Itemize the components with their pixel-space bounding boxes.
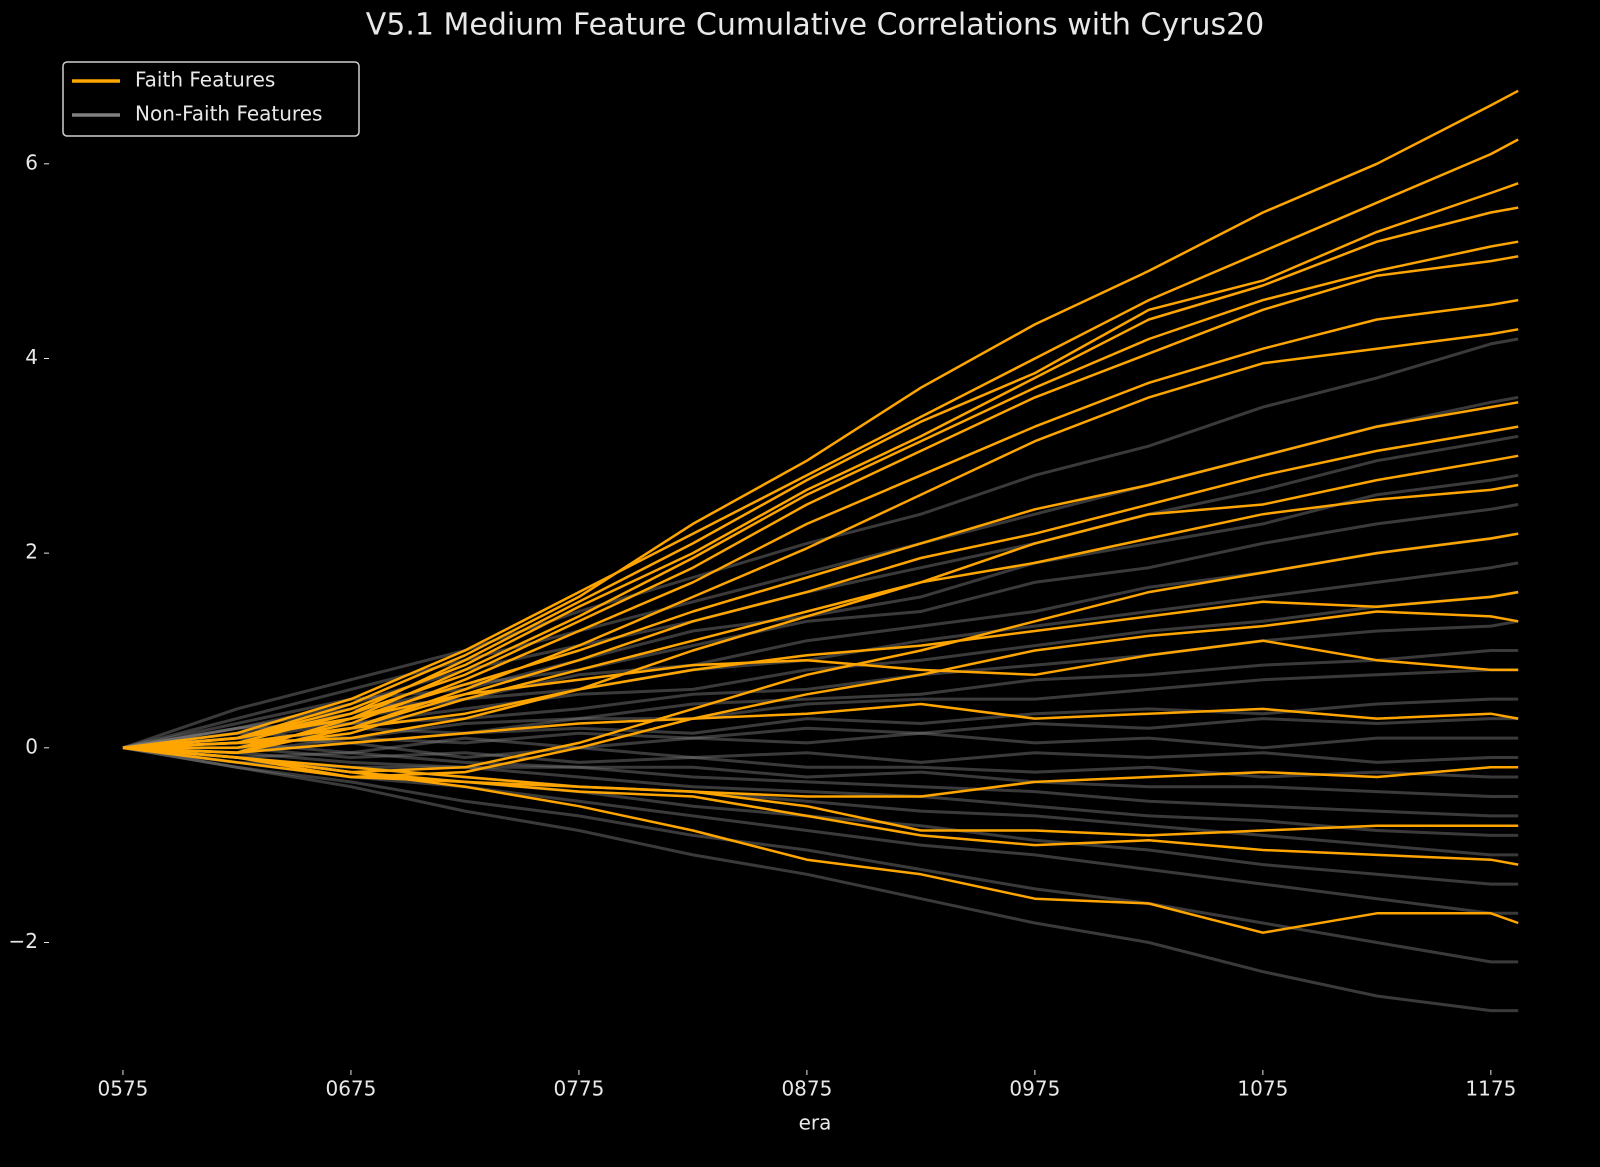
x-axis-label: era — [799, 1111, 832, 1135]
x-tick-label: 1075 — [1237, 1077, 1288, 1101]
feature-line — [123, 298, 1519, 750]
legend-box — [62, 61, 360, 137]
feature-line — [122, 746, 1519, 798]
feature-line — [122, 401, 1519, 750]
x-tick-label: 0675 — [325, 1077, 376, 1101]
feature-line — [122, 746, 1519, 837]
feature-line — [122, 240, 1519, 754]
chart-title: V5.1 Medium Feature Cumulative Correlati… — [366, 8, 1265, 43]
feature-line — [122, 702, 1519, 754]
feature-line — [122, 182, 1519, 750]
feature-line — [122, 639, 1519, 750]
y-tick-label: 6 — [25, 150, 38, 174]
feature-line — [122, 590, 1519, 750]
feature-line — [122, 532, 1519, 774]
legend-label: Faith Features — [135, 68, 275, 92]
feature-line — [122, 454, 1519, 750]
x-tick-label: 0875 — [781, 1077, 832, 1101]
feature-line — [123, 746, 1519, 779]
feature-line — [122, 138, 1519, 750]
feature-line — [122, 610, 1519, 779]
feature-line — [122, 503, 1519, 750]
feature-line — [122, 337, 1519, 750]
y-tick-label: −2 — [9, 929, 38, 953]
plot-area — [122, 89, 1519, 1013]
feature-line — [122, 746, 1519, 1013]
feature-line — [122, 434, 1519, 750]
y-tick-label: 0 — [25, 734, 38, 758]
legend: Faith Features Non-Faith Features — [62, 61, 360, 137]
feature-line — [122, 731, 1519, 755]
feature-line — [122, 746, 1519, 857]
x-tick-label: 0775 — [553, 1077, 604, 1101]
feature-line — [122, 746, 1519, 818]
feature-line — [122, 425, 1519, 754]
x-tick-label: 1175 — [1465, 1077, 1516, 1101]
x-tick-label: 0575 — [98, 1077, 149, 1101]
feature-line — [122, 473, 1519, 750]
feature-line — [122, 746, 1519, 934]
feature-line — [122, 89, 1519, 750]
x-tick-label: 0975 — [1009, 1077, 1060, 1101]
feature-line — [123, 483, 1519, 750]
feature-line — [122, 741, 1519, 764]
y-tick-label: 4 — [25, 345, 38, 369]
feature-line — [122, 206, 1519, 750]
feature-line — [122, 717, 1519, 755]
feature-line — [122, 746, 1519, 837]
legend-label: Non-Faith Features — [135, 102, 322, 126]
feature-line — [122, 746, 1519, 964]
feature-line — [122, 255, 1519, 750]
feature-line — [122, 746, 1519, 798]
y-tick-label: 2 — [25, 540, 38, 564]
feature-line — [122, 668, 1519, 750]
